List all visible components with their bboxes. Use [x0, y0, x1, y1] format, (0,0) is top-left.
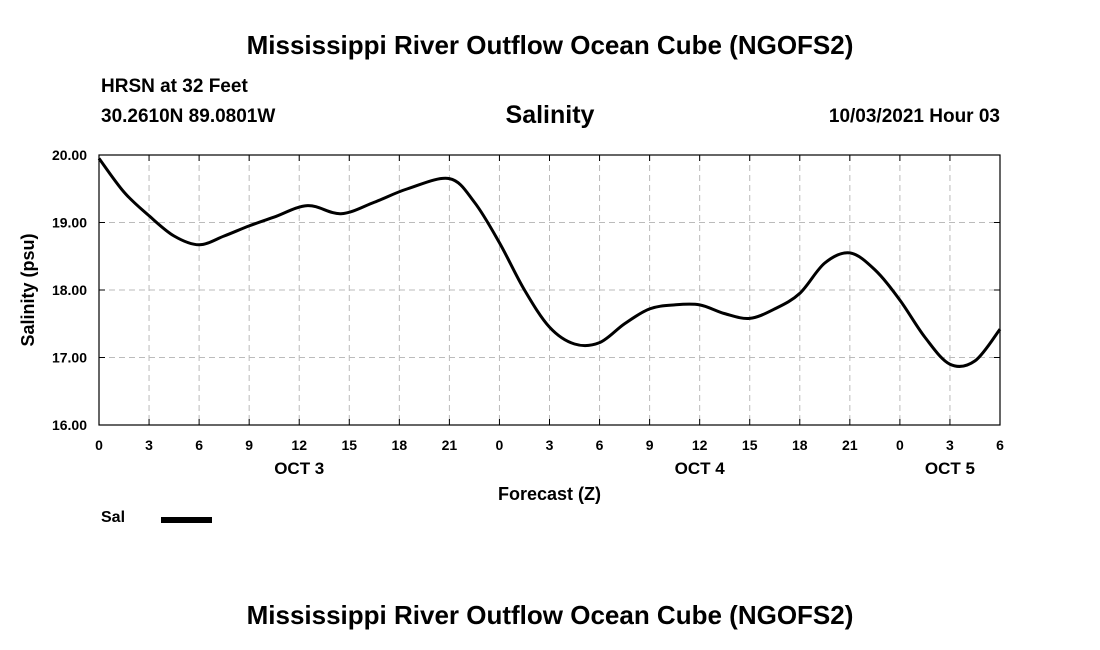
- x-tick-label: 9: [646, 437, 654, 453]
- legend-label: Sal: [101, 509, 126, 526]
- x-tick-label: 6: [195, 437, 203, 453]
- variable-title: Salinity: [505, 101, 595, 129]
- x-tick-label: 6: [996, 437, 1004, 453]
- y-tick-label: 16.00: [52, 417, 87, 433]
- y-axis-label: Salinity (psu): [18, 233, 38, 346]
- series-line-sal: [97, 157, 1002, 368]
- x-tick-label: 21: [442, 437, 458, 453]
- y-tick-label: 17.00: [52, 350, 87, 366]
- x-tick-label: 0: [95, 437, 103, 453]
- x-tick-label: 12: [692, 437, 708, 453]
- date-label: OCT 3: [274, 459, 324, 478]
- x-tick-label: 0: [496, 437, 504, 453]
- y-tick-label: 20.00: [52, 147, 87, 163]
- y-tick-label: 19.00: [52, 215, 87, 231]
- plot-frame: [98, 154, 1001, 426]
- x-tick-label: 18: [792, 437, 808, 453]
- date-label: OCT 4: [675, 459, 726, 478]
- x-tick-label: 18: [392, 437, 408, 453]
- x-tick-label: 15: [742, 437, 758, 453]
- x-tick-label: 21: [842, 437, 858, 453]
- chart-title: Mississippi River Outflow Ocean Cube (NG…: [246, 30, 854, 60]
- x-axis-label: Forecast (Z): [498, 484, 601, 504]
- x-tick-label: 0: [896, 437, 904, 453]
- x-tick-label: 15: [341, 437, 357, 453]
- y-tick-label: 18.00: [52, 282, 87, 298]
- date-label: OCT 5: [925, 459, 975, 478]
- x-tick-label: 3: [546, 437, 554, 453]
- x-tick-label: 9: [245, 437, 253, 453]
- x-tick-label: 3: [946, 437, 954, 453]
- station-name: HRSN at 32 Feet: [101, 76, 248, 97]
- footer-title: Mississippi River Outflow Ocean Cube (NG…: [246, 600, 854, 630]
- x-tick-label: 3: [145, 437, 153, 453]
- x-tick-label: 12: [291, 437, 307, 453]
- x-tick-label: 6: [596, 437, 604, 453]
- forecast-datetime: 10/03/2021 Hour 03: [828, 106, 1000, 127]
- legend-swatch: [161, 517, 212, 523]
- station-coordinates: 30.2610N 89.0801W: [101, 106, 276, 127]
